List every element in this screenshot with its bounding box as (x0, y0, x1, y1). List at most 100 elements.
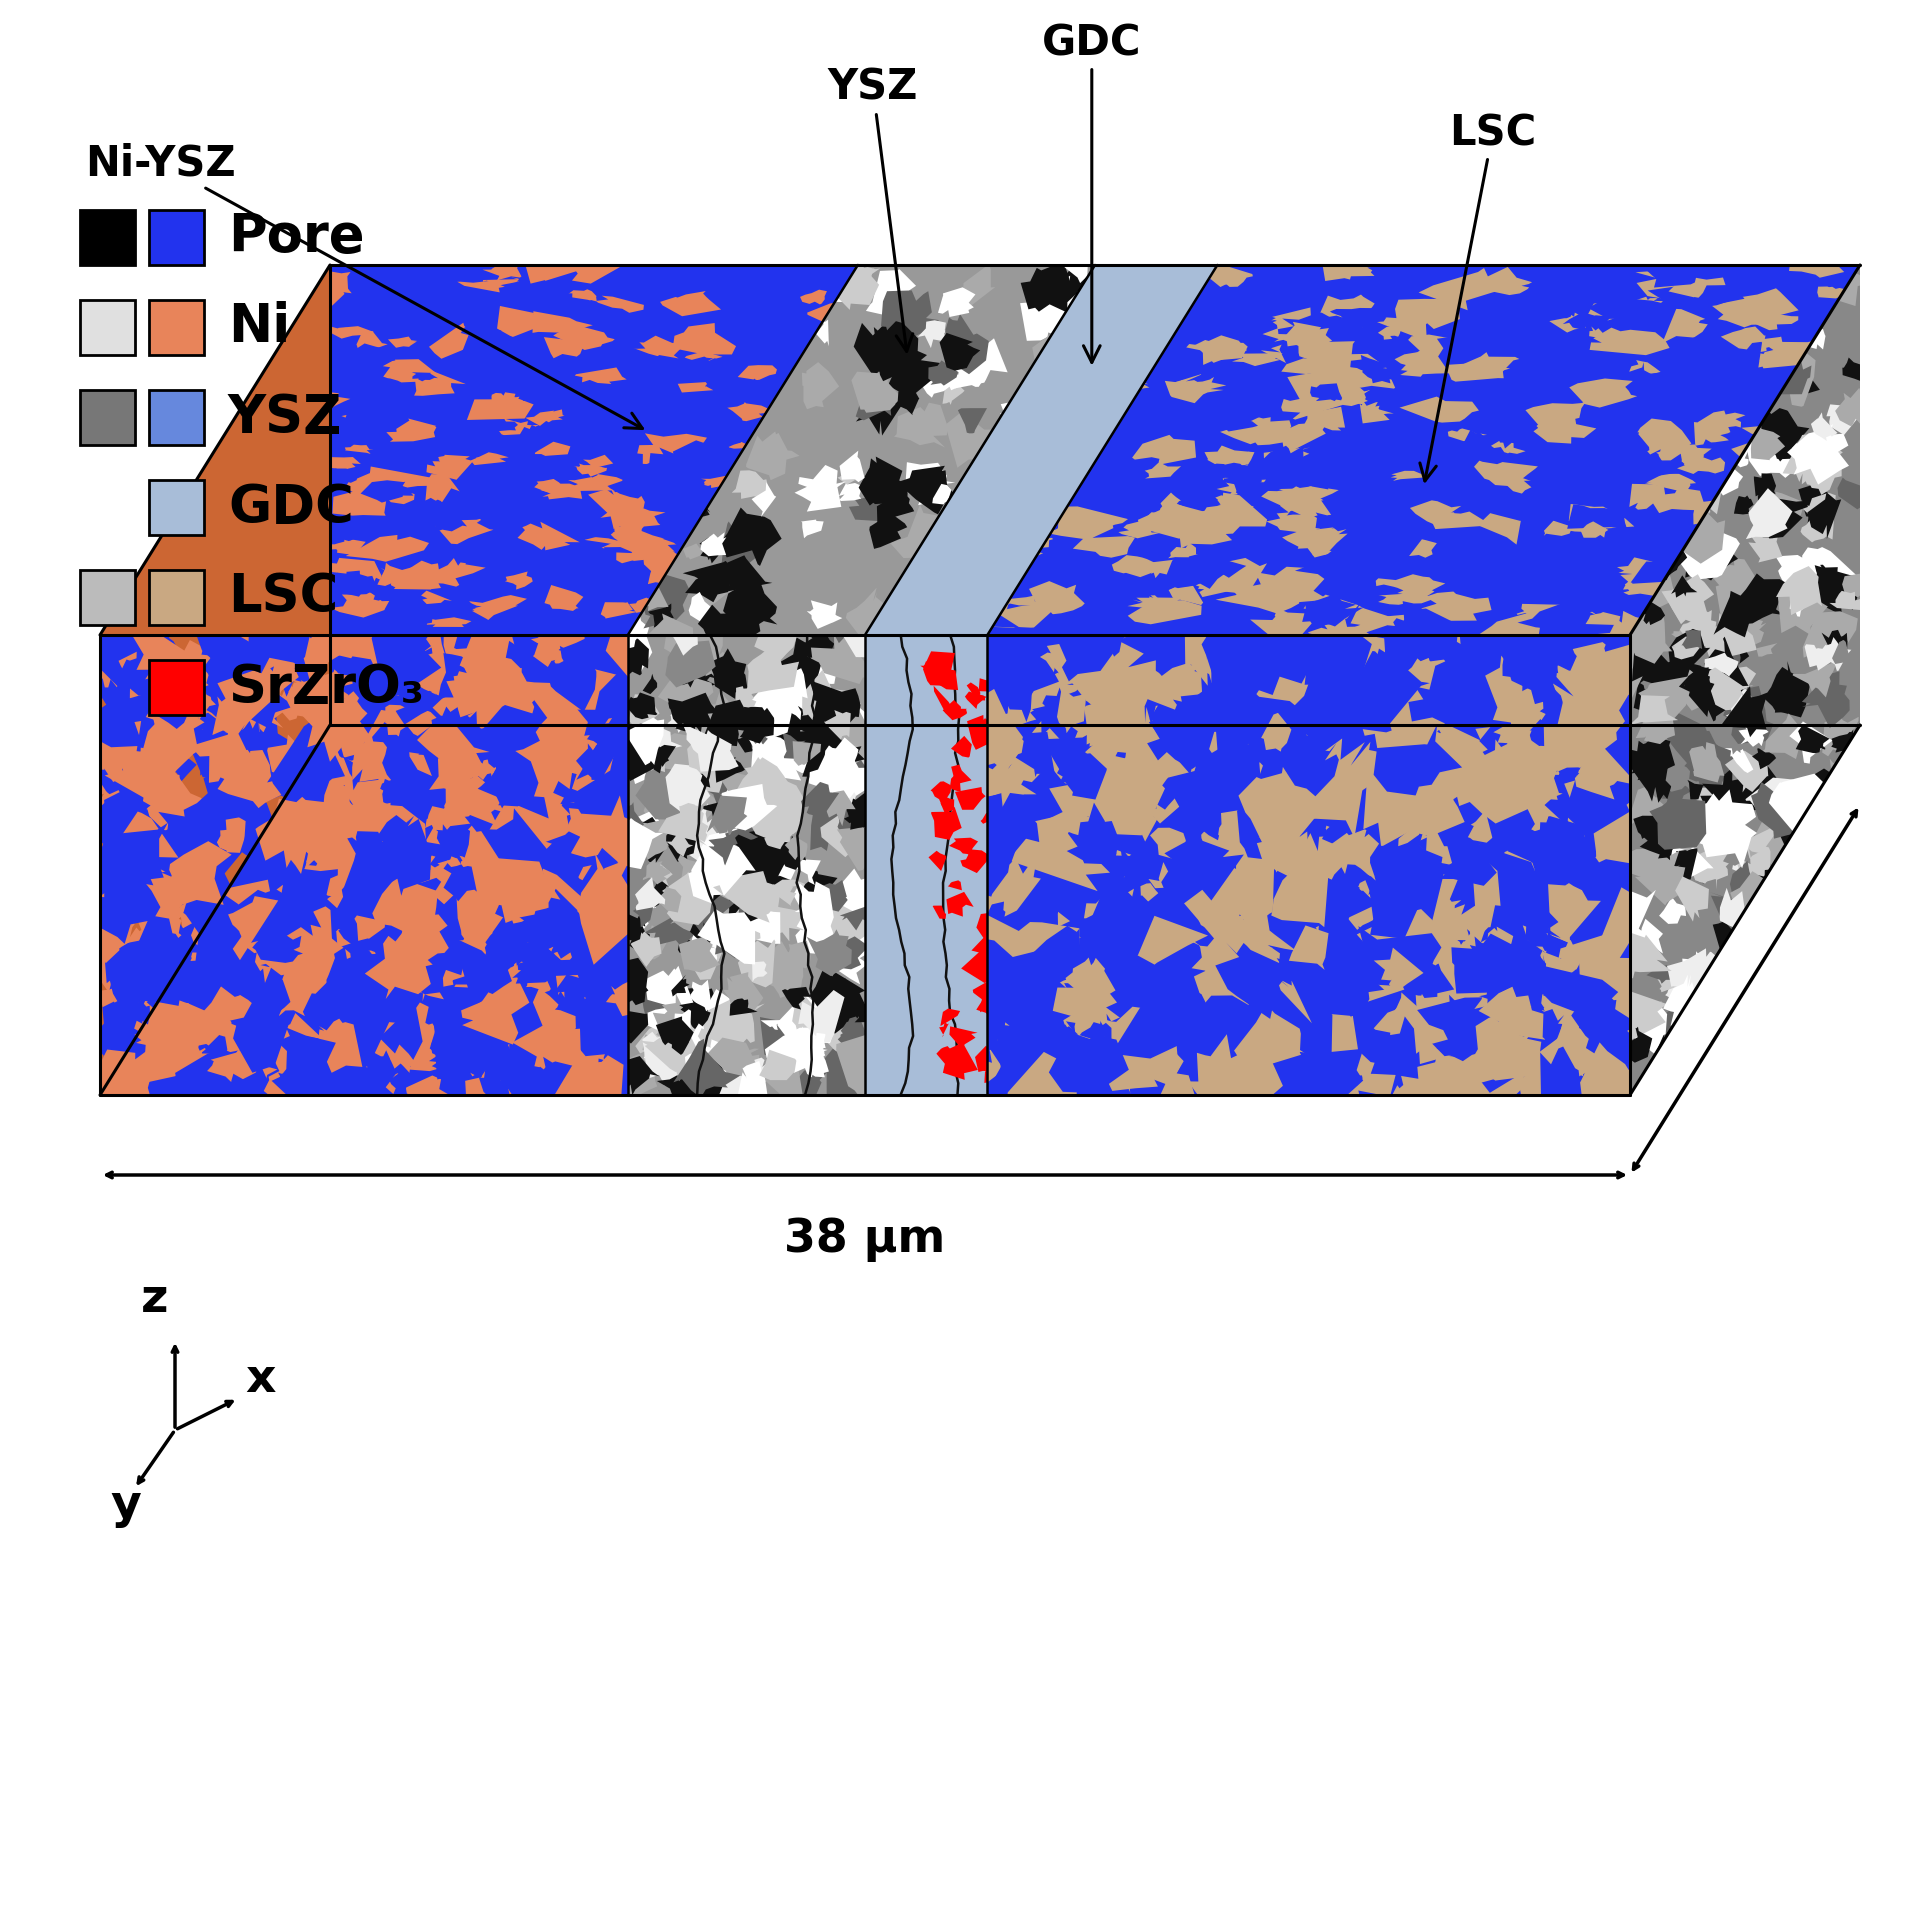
Polygon shape (1152, 699, 1219, 770)
Polygon shape (664, 614, 699, 660)
Polygon shape (495, 874, 578, 927)
Bar (81, 570, 134, 626)
Polygon shape (1190, 916, 1238, 960)
Polygon shape (1649, 488, 1707, 513)
Polygon shape (1711, 893, 1770, 931)
Polygon shape (125, 829, 200, 877)
Polygon shape (795, 465, 845, 511)
Polygon shape (1440, 440, 1509, 468)
Polygon shape (1789, 255, 1851, 278)
Polygon shape (668, 885, 735, 935)
Polygon shape (1676, 979, 1716, 1004)
Polygon shape (1728, 1075, 1753, 1096)
Polygon shape (88, 1037, 146, 1123)
Polygon shape (1801, 403, 1862, 428)
Polygon shape (722, 522, 764, 572)
Polygon shape (601, 522, 664, 549)
Polygon shape (611, 1052, 657, 1100)
Polygon shape (1225, 947, 1309, 1020)
Polygon shape (693, 392, 745, 436)
Polygon shape (157, 916, 180, 941)
Polygon shape (1517, 382, 1559, 399)
Polygon shape (292, 774, 363, 843)
Polygon shape (453, 603, 505, 668)
Polygon shape (175, 1052, 253, 1116)
Polygon shape (829, 520, 874, 540)
Polygon shape (1390, 993, 1428, 1035)
Polygon shape (950, 770, 960, 791)
Bar (150, 300, 204, 355)
Polygon shape (1000, 578, 1025, 593)
Polygon shape (497, 1041, 538, 1092)
Polygon shape (1692, 447, 1728, 476)
Polygon shape (831, 730, 868, 770)
Polygon shape (1194, 336, 1246, 363)
Polygon shape (459, 618, 530, 687)
Polygon shape (1212, 810, 1252, 854)
Polygon shape (1267, 515, 1321, 534)
Polygon shape (637, 864, 672, 889)
Polygon shape (104, 1025, 152, 1071)
Polygon shape (480, 808, 561, 876)
Polygon shape (789, 515, 849, 545)
Polygon shape (1098, 319, 1154, 342)
Bar (150, 390, 204, 445)
Polygon shape (323, 866, 378, 948)
Polygon shape (440, 1006, 520, 1077)
Polygon shape (497, 305, 553, 338)
Polygon shape (1323, 829, 1379, 881)
Polygon shape (1357, 925, 1442, 996)
Polygon shape (1311, 624, 1371, 687)
Polygon shape (1596, 363, 1692, 403)
Polygon shape (430, 831, 503, 885)
Polygon shape (1740, 574, 1786, 624)
Polygon shape (578, 852, 645, 935)
Polygon shape (1035, 313, 1064, 326)
Polygon shape (1647, 960, 1670, 983)
Polygon shape (1546, 1050, 1590, 1127)
Polygon shape (1035, 707, 1135, 778)
Polygon shape (561, 770, 622, 816)
Polygon shape (764, 699, 829, 755)
Polygon shape (647, 614, 697, 647)
Polygon shape (520, 843, 593, 897)
Polygon shape (271, 1071, 296, 1098)
Polygon shape (1043, 438, 1094, 461)
Polygon shape (1371, 876, 1448, 948)
Polygon shape (637, 434, 707, 468)
Polygon shape (941, 1008, 960, 1025)
Polygon shape (1235, 1004, 1302, 1071)
Polygon shape (1066, 753, 1106, 799)
Polygon shape (142, 966, 182, 989)
Polygon shape (1764, 660, 1811, 718)
Polygon shape (288, 1037, 353, 1098)
Polygon shape (83, 426, 119, 447)
Polygon shape (288, 1041, 342, 1108)
Polygon shape (699, 862, 733, 908)
Polygon shape (799, 680, 860, 728)
Polygon shape (200, 1031, 227, 1060)
Polygon shape (482, 1075, 516, 1106)
Polygon shape (1814, 397, 1866, 424)
Polygon shape (420, 511, 467, 532)
Polygon shape (434, 1018, 468, 1052)
Polygon shape (1169, 586, 1204, 605)
Polygon shape (1596, 768, 1644, 864)
Polygon shape (1686, 536, 1738, 580)
Polygon shape (764, 680, 810, 732)
Polygon shape (1068, 820, 1119, 864)
Polygon shape (1636, 257, 1699, 280)
Polygon shape (1811, 1077, 1843, 1104)
Polygon shape (1309, 578, 1354, 597)
Polygon shape (856, 394, 904, 436)
Polygon shape (407, 612, 447, 666)
Polygon shape (891, 505, 939, 559)
Polygon shape (227, 804, 267, 837)
Polygon shape (977, 793, 1039, 854)
Polygon shape (1816, 286, 1849, 298)
Polygon shape (968, 369, 1008, 386)
Polygon shape (511, 950, 536, 979)
Polygon shape (998, 910, 1044, 954)
Polygon shape (695, 730, 739, 772)
Polygon shape (1271, 833, 1331, 927)
